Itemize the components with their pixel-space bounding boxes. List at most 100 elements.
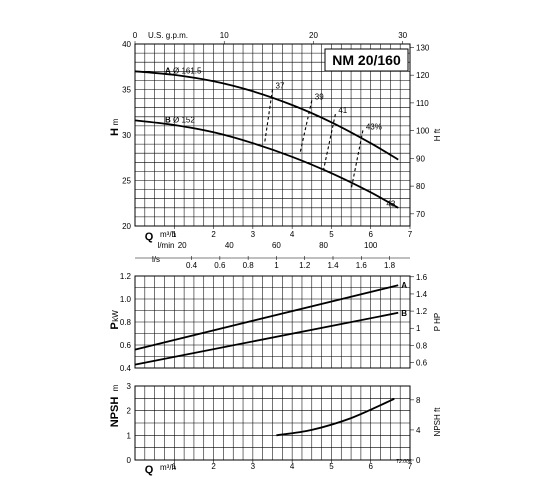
head-y2-unit: H ft bbox=[433, 128, 442, 141]
panel-frame bbox=[134, 43, 411, 227]
power-y-tick-label: 0.6 bbox=[120, 341, 132, 350]
npsh-y-tick-label: 3 bbox=[127, 382, 132, 391]
head-y2-tick-label: 70 bbox=[416, 210, 425, 219]
gpm-tick-label: 20 bbox=[309, 31, 318, 40]
m3h-tick-label: 3 bbox=[251, 230, 256, 239]
head-y-tick-label: 40 bbox=[122, 40, 131, 49]
head-y-tick-label: 20 bbox=[122, 222, 131, 231]
head-y2-tick-label: 80 bbox=[416, 182, 425, 191]
power-y-tick-label: 1.0 bbox=[120, 295, 132, 304]
power-y-tick-label: 0.4 bbox=[120, 364, 132, 373]
head-y2-tick-label: 130 bbox=[416, 43, 430, 52]
ls-tick-label: 1.8 bbox=[384, 261, 396, 270]
npsh-y2-unit: NPSH ft bbox=[433, 407, 442, 437]
lmin-unit: l/min bbox=[158, 241, 175, 250]
panel-frame bbox=[134, 275, 411, 369]
efficiency-line bbox=[264, 89, 274, 144]
ls-tick-label: 0.4 bbox=[186, 261, 198, 270]
power-y2-tick-label: 1 bbox=[416, 324, 421, 333]
ls-tick-label: 1.6 bbox=[356, 261, 368, 270]
ls-unit: l/s bbox=[152, 255, 160, 264]
npsh-curve bbox=[276, 397, 395, 437]
head-y2-tick-label: 110 bbox=[416, 99, 429, 108]
head-curve-diameter-a: Ø 161.5 bbox=[173, 66, 202, 75]
lmin-tick-label: 80 bbox=[319, 241, 328, 250]
ls-tick-label: 0.6 bbox=[214, 261, 226, 270]
gpm-tick-label: 0 bbox=[133, 31, 138, 40]
power-y2-tick-label: 1.6 bbox=[416, 273, 428, 282]
lmin-tick-label: 100 bbox=[364, 241, 378, 250]
m3h-tick-label: 7 bbox=[408, 230, 413, 239]
lmin-tick-label: 60 bbox=[272, 241, 281, 250]
q-symbol-bottom: Q bbox=[145, 464, 154, 476]
m3h-tick-label-bottom: 5 bbox=[329, 462, 334, 471]
model-title: NM 20/160 bbox=[332, 52, 401, 68]
m3h-tick-label-bottom: 1 bbox=[172, 462, 177, 471]
npsh-y-tick-label: 0 bbox=[127, 456, 132, 465]
gpm-tick-label: 10 bbox=[220, 31, 229, 40]
npsh-y-unit: m bbox=[111, 384, 120, 391]
head-curve-label-a: A bbox=[165, 66, 171, 75]
power-y2-tick-label: 1.4 bbox=[416, 290, 428, 299]
head-y-unit: m bbox=[111, 118, 120, 125]
head-y-tick-label: 35 bbox=[122, 86, 131, 95]
grid-lines bbox=[134, 41, 414, 463]
efficiency-line bbox=[323, 113, 336, 170]
m3h-unit: m³/h bbox=[160, 230, 176, 239]
efficiency-label: 39 bbox=[315, 92, 324, 101]
head-curve-diameter-b: Ø 152 bbox=[173, 115, 195, 124]
power-curve-label-b: B bbox=[401, 309, 407, 318]
ls-tick-label: 1.4 bbox=[327, 261, 339, 270]
efficiency-label: 43% bbox=[366, 122, 382, 131]
reference-code: T2.005 bbox=[396, 459, 412, 465]
head-curve-label-b: B bbox=[165, 115, 171, 124]
power-y2-tick-label: 1.2 bbox=[416, 307, 428, 316]
panel-frame bbox=[134, 385, 411, 461]
head-y2-tick-label: 120 bbox=[416, 71, 430, 80]
npsh-y2-tick-label: 8 bbox=[416, 396, 421, 405]
npsh-y-tick-label: 1 bbox=[127, 431, 132, 440]
panel-frames bbox=[134, 43, 411, 461]
npsh-y-label: NPSH bbox=[109, 397, 121, 428]
head-y-label: H bbox=[109, 128, 121, 136]
curves bbox=[134, 70, 399, 437]
efficiency-label: 41 bbox=[338, 106, 347, 115]
head-y-tick-label: 25 bbox=[122, 177, 131, 186]
power-curve-b bbox=[134, 311, 399, 366]
head-y-tick-label: 30 bbox=[122, 131, 131, 140]
head-curve-a bbox=[134, 70, 399, 161]
head-y2-tick-label: 90 bbox=[416, 154, 425, 163]
ls-tick-label: 1 bbox=[274, 261, 279, 270]
power-curve-label-a: A bbox=[401, 281, 407, 290]
power-y2-tick-label: 0.6 bbox=[416, 359, 428, 368]
power-y2-unit: P HP bbox=[433, 313, 442, 332]
power-curve-a bbox=[134, 284, 399, 351]
ls-tick-label: 1.2 bbox=[299, 261, 311, 270]
gpm-unit: U.S. g.p.m. bbox=[148, 31, 188, 40]
head-curve-b bbox=[134, 119, 399, 209]
m3h-tick-label: 4 bbox=[290, 230, 295, 239]
m3h-tick-label: 2 bbox=[211, 230, 216, 239]
efficiency-label: 43 bbox=[386, 199, 395, 208]
efficiency-line bbox=[299, 100, 313, 154]
lmin-tick-label: 20 bbox=[178, 241, 187, 250]
q-symbol: Q bbox=[145, 231, 154, 243]
npsh-y2-tick-label: 4 bbox=[416, 426, 421, 435]
efficiency-label: 37 bbox=[276, 82, 285, 91]
npsh-y-tick-label: 2 bbox=[127, 407, 132, 416]
efficiency-line bbox=[350, 130, 364, 190]
lmin-tick-label: 40 bbox=[225, 241, 234, 250]
power-y-label: P bbox=[109, 322, 121, 329]
m3h-tick-label-bottom: 4 bbox=[290, 462, 295, 471]
ls-tick-label: 0.8 bbox=[243, 261, 255, 270]
power-y2-tick-label: 0.8 bbox=[416, 341, 428, 350]
power-y-tick-label: 1.2 bbox=[120, 272, 132, 281]
m3h-unit-bottom: m³/h bbox=[160, 463, 176, 472]
m3h-tick-label-bottom: 3 bbox=[251, 462, 256, 471]
model-title-box bbox=[324, 48, 409, 72]
power-y-tick-label: 0.8 bbox=[120, 318, 132, 327]
m3h-tick-label-bottom: 7 bbox=[408, 462, 413, 471]
m3h-tick-label-bottom: 2 bbox=[211, 462, 216, 471]
